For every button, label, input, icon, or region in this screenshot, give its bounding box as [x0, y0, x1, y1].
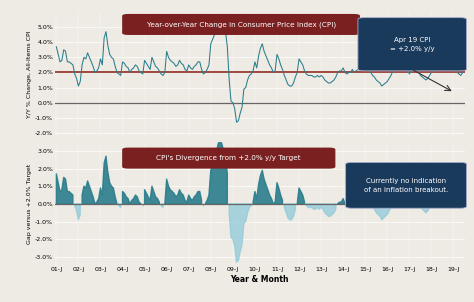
- Y-axis label: Gap versus +2.0% Target: Gap versus +2.0% Target: [27, 164, 32, 244]
- X-axis label: Year & Month: Year & Month: [230, 275, 289, 284]
- Text: CPI's Divergence from +2.0% y/y Target: CPI's Divergence from +2.0% y/y Target: [156, 155, 301, 161]
- FancyBboxPatch shape: [346, 162, 466, 208]
- Text: Apr 19 CPI
= +2.0% y/y: Apr 19 CPI = +2.0% y/y: [390, 37, 435, 52]
- Text: Year-over-Year Change in Consumer Price Index (CPI): Year-over-Year Change in Consumer Price …: [146, 21, 336, 28]
- Y-axis label: Y/Y % Change, All-Items CPI: Y/Y % Change, All-Items CPI: [27, 30, 32, 118]
- Text: Currently no indication
of an inflation breakout.: Currently no indication of an inflation …: [364, 178, 448, 193]
- FancyBboxPatch shape: [122, 148, 336, 169]
- FancyBboxPatch shape: [358, 18, 466, 71]
- FancyBboxPatch shape: [122, 14, 360, 35]
